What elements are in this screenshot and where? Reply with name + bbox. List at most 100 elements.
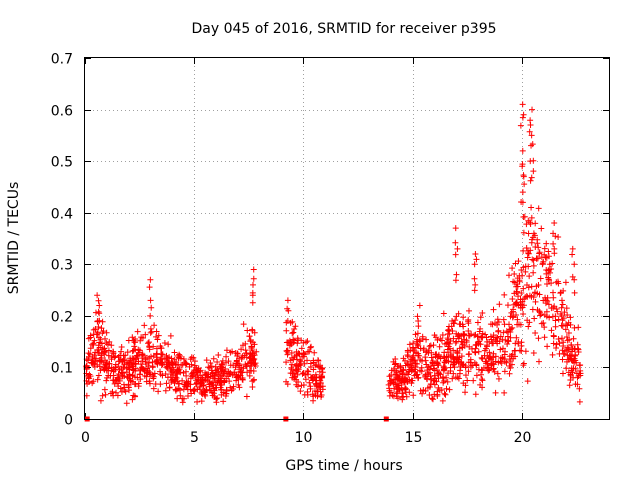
data-point (564, 322, 571, 329)
data-point (246, 333, 253, 340)
data-point (418, 364, 425, 371)
data-point (528, 204, 535, 211)
data-point (497, 358, 504, 365)
data-point (524, 254, 531, 261)
data-point (157, 351, 164, 358)
data-point (215, 352, 222, 359)
data-point (486, 349, 493, 356)
data-point (513, 301, 520, 308)
data-point (559, 301, 566, 308)
data-point (512, 340, 519, 347)
data-point (473, 361, 480, 368)
data-point (520, 229, 527, 236)
data-point (461, 342, 468, 349)
data-point (101, 386, 108, 393)
data-point (399, 387, 406, 394)
data-point (289, 318, 296, 325)
data-point (102, 391, 109, 398)
data-point (449, 375, 456, 382)
data-point (471, 275, 478, 282)
data-point (127, 355, 134, 362)
data-point (524, 247, 531, 254)
data-point (304, 367, 311, 374)
data-point (99, 340, 106, 347)
data-point (146, 284, 153, 291)
data-point (520, 362, 527, 369)
data-point (247, 337, 254, 344)
data-point (473, 372, 480, 379)
data-point (90, 378, 97, 385)
data-point (505, 272, 512, 279)
data-point (212, 367, 219, 374)
data-point (530, 349, 537, 356)
data-point (519, 199, 526, 206)
data-point (550, 294, 557, 301)
data-point (171, 380, 178, 387)
data-point (437, 371, 444, 378)
data-point (91, 363, 98, 370)
data-point (538, 320, 545, 327)
data-point (462, 389, 469, 396)
data-point (150, 385, 157, 392)
data-point (494, 316, 501, 323)
data-point (105, 372, 112, 379)
data-point (159, 359, 166, 366)
data-point (559, 317, 566, 324)
data-point (560, 343, 567, 350)
data-point (572, 381, 579, 388)
data-point (425, 364, 432, 371)
data-point (519, 147, 526, 154)
data-point (457, 363, 464, 370)
data-point (478, 376, 485, 383)
data-point (458, 353, 465, 360)
data-point (553, 345, 560, 352)
data-point (428, 363, 435, 370)
data-point (483, 358, 490, 365)
data-point (171, 349, 178, 356)
data-point (142, 331, 149, 338)
x-tick-label: 5 (190, 430, 199, 446)
data-point (532, 220, 539, 227)
data-point (501, 348, 508, 355)
data-point (251, 329, 258, 336)
data-point (182, 368, 189, 375)
data-point (551, 220, 558, 227)
data-point (94, 376, 101, 383)
data-point (558, 297, 565, 304)
x-axis-label: GPS time / hours (285, 458, 402, 474)
data-point (404, 351, 411, 358)
data-point (298, 382, 305, 389)
data-point (305, 371, 312, 378)
data-point (569, 245, 576, 252)
data-point (190, 387, 197, 394)
data-point (147, 312, 154, 319)
data-point (393, 372, 400, 379)
data-point (91, 357, 98, 364)
data-point (145, 359, 152, 366)
data-point (479, 330, 486, 337)
data-point (504, 302, 511, 309)
data-point (440, 374, 447, 381)
data-point (146, 371, 153, 378)
data-point (222, 393, 229, 400)
data-point (513, 288, 520, 295)
data-point (529, 256, 536, 263)
data-point (454, 245, 461, 252)
data-point (558, 304, 565, 311)
data-point (531, 290, 538, 297)
data-point (202, 392, 209, 399)
data-point (96, 310, 103, 317)
data-point (552, 317, 559, 324)
data-point (283, 327, 290, 334)
data-point (308, 343, 315, 350)
data-point (102, 365, 109, 372)
data-point (177, 353, 184, 360)
data-point (390, 376, 397, 383)
data-point (561, 351, 568, 358)
data-point (85, 357, 92, 364)
axis-ticks: 0 0.1 0.2 0.3 0.4 0.5 0.6 0.7 0 5 10 15 20 (51, 52, 609, 446)
data-point (530, 262, 537, 269)
data-point (458, 332, 465, 339)
data-point (409, 354, 416, 361)
data-point (425, 347, 432, 354)
